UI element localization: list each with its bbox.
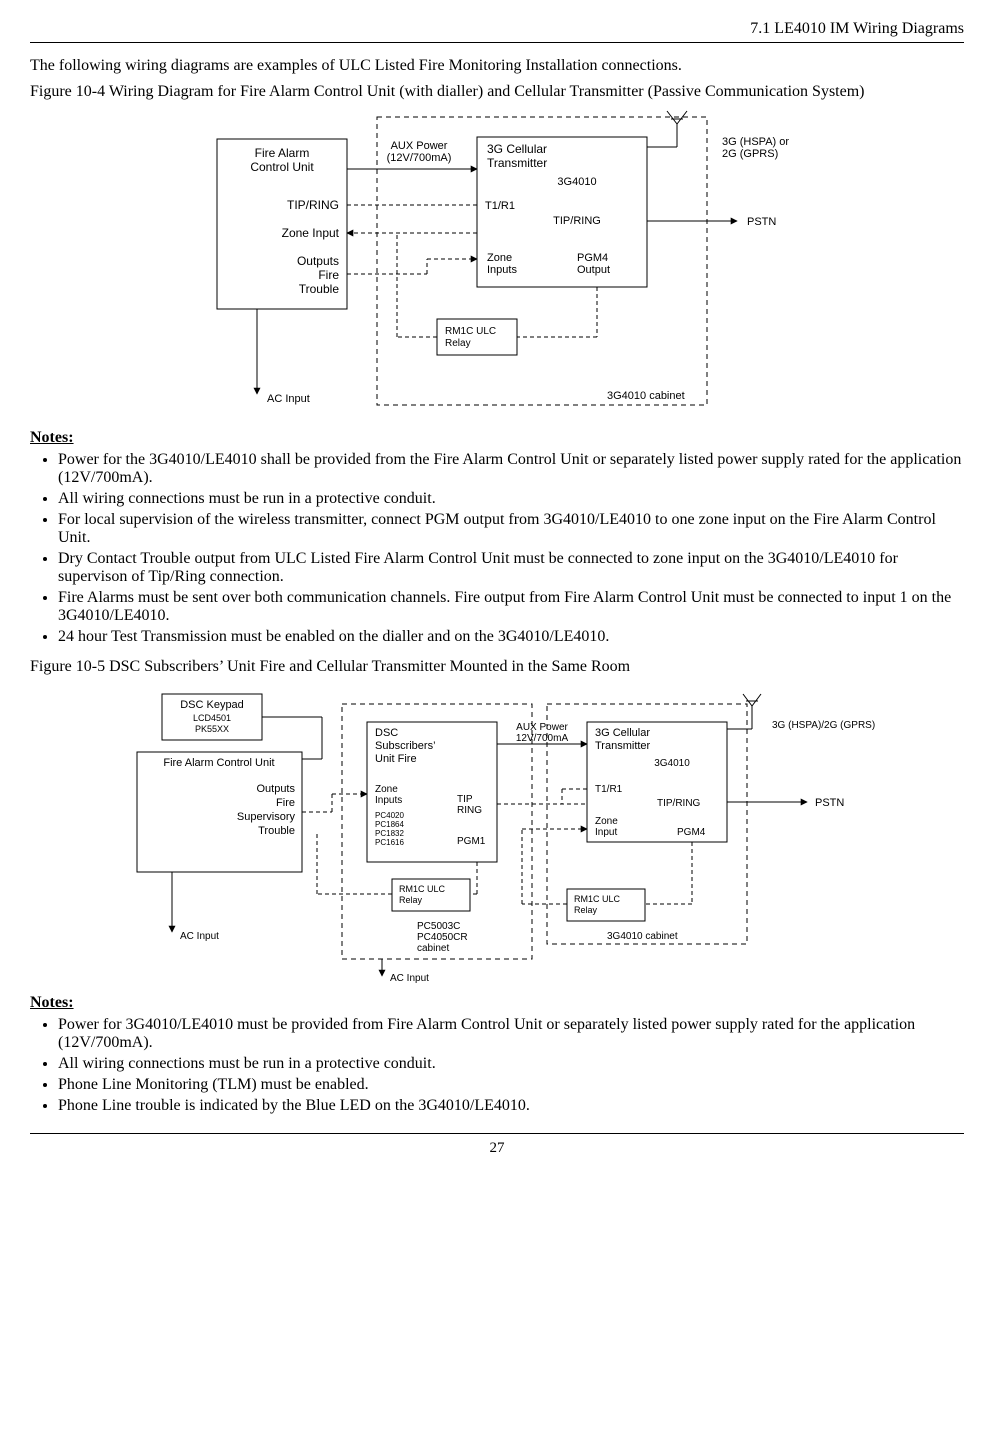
figure-2: DSC Keypad LCD4501 PK55XX Fire Alarm Con… [30,684,964,984]
notes-1-list: Power for the 3G4010/LE4010 shall be pro… [58,451,964,646]
facu-tipring: TIP/RING [287,198,339,212]
dsc-pgm: PGM1 [457,836,486,847]
dsc-m2: PC1864 [375,820,404,829]
net-l1: 3G (HSPA) or [722,136,789,148]
dsc-zone2: Inputs [375,795,402,806]
xmit2-zone2: Input [595,827,617,838]
xmit-pgm-l1: PGM4 [577,252,608,264]
figure-2-caption: Figure 10-5 DSC Subscribers’ Unit Fire a… [30,658,964,676]
xmit-tipring: TIP/RING [553,215,601,227]
page-header: 7.1 LE4010 IM Wiring Diagrams [30,20,964,38]
xmit2-tipring: TIP/RING [657,798,701,809]
xmit-t1: 3G Cellular [487,142,547,156]
facu2-o4: Trouble [258,825,295,837]
xmit2-pgm: PGM4 [677,827,706,838]
list-item: All wiring connections must be run in a … [58,490,964,508]
list-item: Phone Line Monitoring (TLM) must be enab… [58,1076,964,1094]
pstn-label: PSTN [747,216,776,228]
dsc-m3: PC1832 [375,829,404,838]
facu-title-l1: Fire Alarm [255,146,310,160]
facu-title-l2: Control Unit [250,160,314,174]
dsc-t1: DSC [375,727,398,739]
facu2-o2: Fire [276,797,295,809]
list-item: Dry Contact Trouble output from ULC List… [58,550,964,586]
xmit-model: 3G4010 [557,176,596,188]
xmit2-model: 3G4010 [654,758,690,769]
facu-zone: Zone Input [282,226,340,240]
relay-l1: RM1C ULC [445,326,496,337]
list-item: For local supervision of the wireless tr… [58,511,964,547]
xmit-zone-l2: Inputs [487,264,517,276]
xmit2-t2: Transmitter [595,740,651,752]
notes-2-list: Power for 3G4010/LE4010 must be provided… [58,1016,964,1115]
keypad-t: DSC Keypad [180,699,244,711]
facu2-t: Fire Alarm Control Unit [163,757,274,769]
pstn2-l: PSTN [815,797,844,809]
notes-2-heading: Notes: [30,994,964,1012]
xmit-t2: Transmitter [487,156,547,170]
aux2-l1: AUX Power [516,722,568,733]
dsc-m4: PC1616 [375,838,404,847]
keypad-m2: PK55XX [195,724,229,734]
xmit2-zone1: Zone [595,816,618,827]
xmit-pgm-l2: Output [577,264,610,276]
xmit-zone-l1: Zone [487,252,512,264]
dsc-zone1: Zone [375,784,398,795]
figure-2-svg: DSC Keypad LCD4501 PK55XX Fire Alarm Con… [117,684,877,984]
facu2-o1: Outputs [256,783,295,795]
rule-bottom [30,1133,964,1134]
aux-l1: AUX Power [391,140,448,152]
dsc-tip1: TIP [457,794,473,805]
page-number: 27 [30,1140,964,1157]
figure-1: 3G4010 cabinet Fire Alarm Control Unit T… [30,109,964,419]
dsc-m1: PC4020 [375,811,404,820]
ac2a-l: AC Input [180,931,219,942]
facu-out-l2: Fire [318,268,339,282]
cab2-l: 3G4010 cabinet [607,931,678,942]
dsc-tip2: RING [457,805,482,816]
facu-out-l3: Trouble [299,282,340,296]
dsc-t3: Unit Fire [375,753,417,765]
list-item: Power for 3G4010/LE4010 must be provided… [58,1016,964,1052]
relay2b-l1: RM1C ULC [574,894,621,904]
cab1-l3: cabinet [417,943,449,954]
list-item: Power for the 3G4010/LE4010 shall be pro… [58,451,964,487]
keypad-m1: LCD4501 [193,713,231,723]
net-l2: 2G (GPRS) [722,148,778,160]
ac2b-l: AC Input [390,973,429,984]
figure-1-caption: Figure 10-4 Wiring Diagram for Fire Alar… [30,83,964,101]
aux2-l2: 12V/700mA [516,733,569,744]
xmit2-t1: 3G Cellular [595,727,650,739]
net2-l: 3G (HSPA)/2G (GPRS) [772,720,875,731]
relay2b-l2: Relay [574,905,598,915]
aux-l2: (12V/700mA) [387,152,452,164]
facu2-o3: Supervisory [237,811,296,823]
notes-1-heading: Notes: [30,429,964,447]
xmit-t1r1: T1/R1 [485,200,515,212]
list-item: Phone Line trouble is indicated by the B… [58,1097,964,1115]
rule-top [30,42,964,43]
cabinet-label: 3G4010 cabinet [607,390,685,402]
figure-1-svg: 3G4010 cabinet Fire Alarm Control Unit T… [177,109,817,419]
ac-label: AC Input [267,393,310,405]
xmit2-t1r1: T1/R1 [595,784,623,795]
cab1-l1: PC5003C [417,921,460,932]
list-item: Fire Alarms must be sent over both commu… [58,589,964,625]
relay-l2: Relay [445,338,471,349]
relay2a-l2: Relay [399,895,423,905]
list-item: 24 hour Test Transmission must be enable… [58,628,964,646]
list-item: All wiring connections must be run in a … [58,1055,964,1073]
dsc-t2: Subscribers’ [375,740,436,752]
cab1-l2: PC4050CR [417,932,468,943]
intro-text: The following wiring diagrams are exampl… [30,57,964,75]
facu-out-l1: Outputs [297,254,339,268]
relay2a-l1: RM1C ULC [399,884,446,894]
